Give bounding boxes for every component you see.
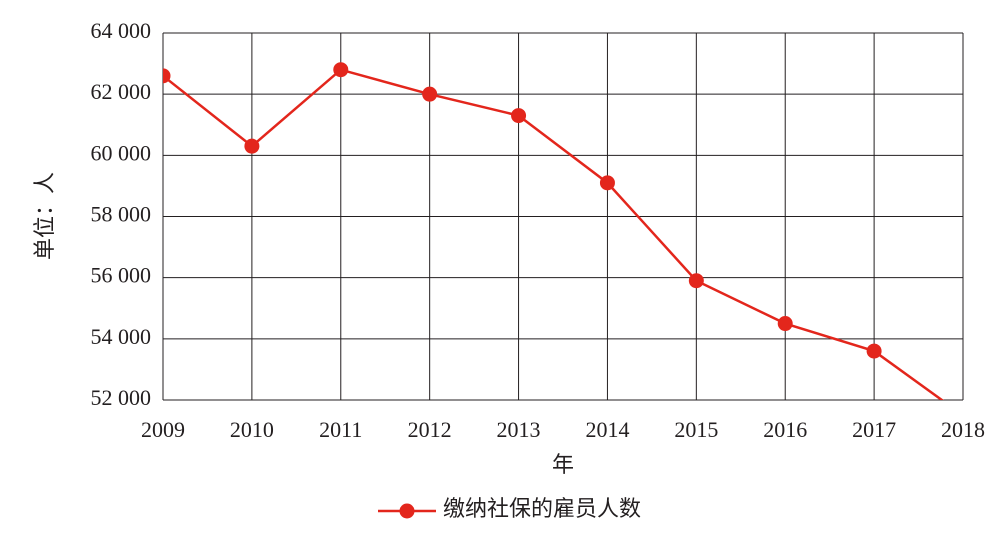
x-tick-label: 2009	[141, 417, 185, 442]
x-axis-title: 年	[552, 452, 574, 477]
legend-label: 缴纳社保的雇员人数	[443, 496, 641, 521]
x-tick-label: 2011	[319, 417, 362, 442]
data-point	[777, 316, 793, 332]
data-point	[511, 108, 527, 124]
x-tick-label: 2017	[852, 417, 896, 442]
data-point	[688, 273, 704, 289]
y-tick-label: 56 000	[91, 263, 152, 288]
y-tick-label: 58 000	[91, 202, 152, 227]
legend-marker	[399, 503, 415, 519]
plot-area	[163, 62, 944, 400]
y-tick-label: 60 000	[91, 140, 152, 165]
x-tick-label: 2018	[941, 417, 985, 442]
y-tick-label: 64 000	[91, 18, 152, 43]
y-tick-label: 54 000	[91, 324, 152, 349]
x-tick-label: 2016	[763, 417, 807, 442]
x-tick-label: 2014	[585, 417, 629, 442]
data-point	[866, 343, 882, 359]
data-point	[422, 86, 438, 102]
y-tick-label: 62 000	[91, 79, 152, 104]
x-tick-label: 2015	[674, 417, 718, 442]
x-tick-label: 2010	[230, 417, 274, 442]
y-axis-title: 单位：人	[32, 172, 57, 260]
x-tick-label: 2012	[408, 417, 452, 442]
data-point	[333, 62, 349, 78]
y-tick-label: 52 000	[91, 385, 152, 410]
data-point	[163, 68, 171, 84]
x-tick-label: 2013	[497, 417, 541, 442]
data-line	[163, 68, 944, 400]
data-point	[244, 138, 260, 154]
data-point	[599, 175, 615, 191]
